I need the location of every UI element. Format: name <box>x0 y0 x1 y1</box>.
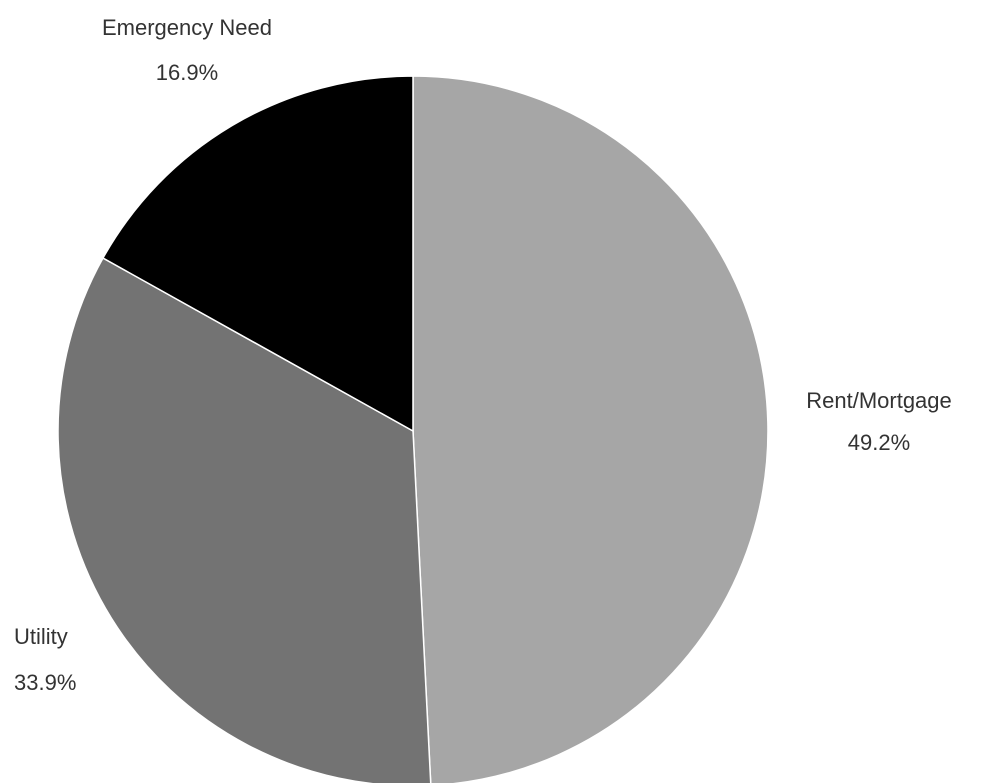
slice-value-rent-mortgage: 49.2% <box>848 430 910 455</box>
slice-label-emergency-need: Emergency Need <box>102 15 272 40</box>
slice-label-utility: Utility <box>14 624 68 649</box>
slice-value-utility: 33.9% <box>14 670 76 695</box>
pie-slice-emergency-need <box>101 75 414 433</box>
pie-slices <box>57 75 769 783</box>
slice-label-rent-mortgage: Rent/Mortgage <box>806 388 952 413</box>
slice-value-emergency-need: 16.9% <box>156 60 218 85</box>
pie-slice-rent-mortgage <box>412 75 769 783</box>
